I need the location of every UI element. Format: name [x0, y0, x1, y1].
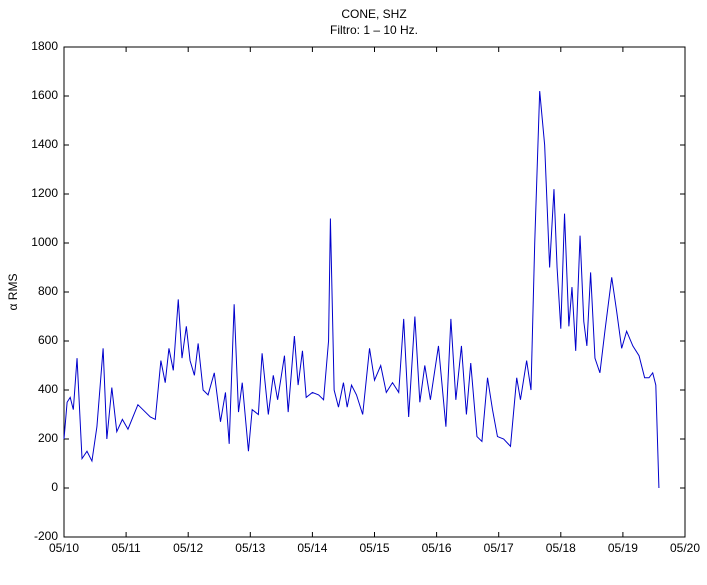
y-tick-label: 600	[38, 333, 58, 347]
y-tick-label: 400	[38, 382, 58, 396]
x-tick-label: 05/11	[112, 541, 141, 555]
x-tick-label: 05/15	[359, 541, 389, 555]
y-tick-label: 0	[51, 480, 58, 494]
y-tick-label: 1200	[31, 186, 58, 200]
data-line	[63, 91, 660, 489]
y-axis-label: α RMS	[6, 274, 20, 311]
y-tick-label: -200	[34, 529, 58, 543]
x-tick-label: 05/12	[173, 541, 203, 555]
y-tick-label: 1600	[31, 88, 58, 102]
x-tick-label: 05/13	[235, 541, 265, 555]
x-tick-label: 05/20	[670, 541, 700, 555]
chart-title: CONE, SHZ	[341, 7, 406, 21]
y-tick-label: 800	[38, 284, 58, 298]
x-tick-label: 05/19	[608, 541, 638, 555]
y-tick-label: 1400	[31, 137, 58, 151]
x-tick-label: 05/14	[297, 541, 327, 555]
y-tick-label: 1000	[31, 235, 58, 249]
x-tick-label: 05/10	[49, 541, 79, 555]
x-tick-label: 05/16	[422, 541, 452, 555]
x-tick-label: 05/18	[546, 541, 576, 555]
y-tick-label: 200	[38, 431, 58, 445]
chart-subtitle: Filtro: 1 – 10 Hz.	[330, 23, 418, 37]
x-tick-label: 05/17	[484, 541, 514, 555]
y-tick-label: 1800	[31, 39, 58, 53]
